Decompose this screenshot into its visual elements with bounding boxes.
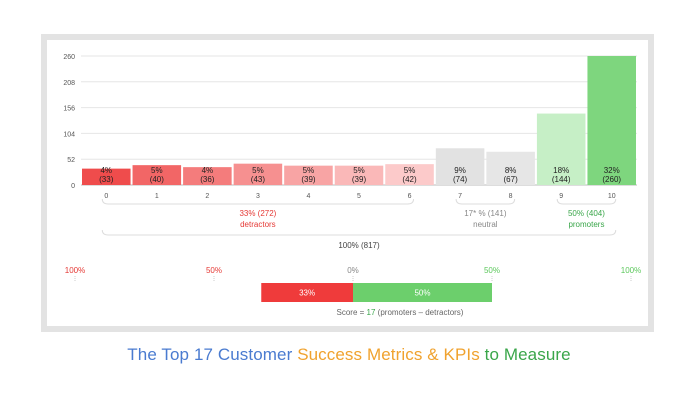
scale-label: 50% xyxy=(484,266,500,275)
bar-count-label: (39) xyxy=(352,175,367,184)
scale-label: 100% xyxy=(65,266,85,275)
bar-count-label: (36) xyxy=(200,175,215,184)
group-annotations: 33% (272) detractors 17* % (141) neutral 50%… xyxy=(101,198,617,250)
title-part-2: Success Metrics & KPIs xyxy=(297,345,480,364)
x-tick-label: 9 xyxy=(559,193,563,200)
score-prefix: Score = xyxy=(337,308,367,317)
bar-count-label: (144) xyxy=(552,175,571,184)
bar-count-label: (42) xyxy=(402,175,417,184)
bar-percent-label: 5% xyxy=(303,166,315,175)
x-tick-label: 0 xyxy=(104,193,108,200)
y-tick-label: 156 xyxy=(63,106,75,113)
bar xyxy=(587,56,636,185)
promoters-bar xyxy=(353,283,492,302)
x-axis: 0 1 2 3 4 5 6 7 8 9 10 xyxy=(104,193,615,200)
nps-scale: 100% 50% 0% 50% 100% xyxy=(65,266,641,281)
bar-count-label: (39) xyxy=(301,175,316,184)
bar-percent-label: 5% xyxy=(353,166,365,175)
group-value-label: 17* % (141) xyxy=(464,209,507,218)
bar-count-label: (74) xyxy=(453,175,468,184)
bar-percent-label: 8% xyxy=(505,166,517,175)
score-label: Score = 17 (promoters – detractors) xyxy=(337,308,464,317)
bar xyxy=(536,113,586,185)
title-part-1: The Top 17 Customer xyxy=(127,345,298,364)
bar xyxy=(233,163,283,185)
bar-percent-label: 5% xyxy=(404,166,416,175)
group-value-label: 33% (272) xyxy=(239,209,276,218)
detractors-bar xyxy=(261,283,353,302)
bar-percent-label: 5% xyxy=(151,166,163,175)
scale-label: 50% xyxy=(206,266,222,275)
x-tick-label: 6 xyxy=(408,193,412,200)
bar-percent-label: 18% xyxy=(553,166,569,175)
y-tick-label: 0 xyxy=(71,183,75,190)
scale-label: 0% xyxy=(347,266,359,275)
page-title: The Top 17 Customer Success Metrics & KP… xyxy=(0,345,698,365)
score-suffix: (promoters – detractors) xyxy=(375,308,463,317)
bar xyxy=(82,168,131,185)
bar-count-label: (33) xyxy=(99,175,114,184)
bar-count-label: (40) xyxy=(150,175,165,184)
y-tick-label: 104 xyxy=(63,131,75,138)
scale-label: 100% xyxy=(621,266,641,275)
y-tick-label: 260 xyxy=(63,54,75,61)
bar-percent-label: 4% xyxy=(202,166,214,175)
group-value-label: 50% (404) xyxy=(568,209,605,218)
group-bracket xyxy=(101,198,415,205)
bar-percent-label: 32% xyxy=(604,166,620,175)
y-tick-label: 208 xyxy=(63,80,75,87)
x-tick-label: 5 xyxy=(357,193,361,200)
promoters-bar-label: 50% xyxy=(414,289,430,298)
bar-count-label: (260) xyxy=(602,175,621,184)
group-name-label: detractors xyxy=(240,220,276,229)
bar xyxy=(183,167,232,185)
y-axis: 0 52 104 156 208 260 xyxy=(63,54,75,190)
group-bracket xyxy=(455,198,516,205)
x-tick-label: 3 xyxy=(256,193,260,200)
bar-percent-label: 5% xyxy=(252,166,264,175)
group-bracket xyxy=(101,229,617,236)
score-value: 17 xyxy=(367,308,376,317)
bar-percent-label: 9% xyxy=(454,166,466,175)
bar xyxy=(385,164,434,185)
bar-count-label: (67) xyxy=(504,175,519,184)
group-bracket xyxy=(556,198,617,205)
bar xyxy=(334,165,384,185)
bar xyxy=(284,165,333,185)
group-name-label: neutral xyxy=(473,220,498,229)
detractors-bar-label: 33% xyxy=(299,289,315,298)
bar-count-label: (43) xyxy=(251,175,266,184)
y-tick-label: 52 xyxy=(67,157,75,164)
bars: 4%(33)5%(40)4%(36)5%(43)5%(39)5%(39)5%(4… xyxy=(82,56,636,185)
x-tick-label: 4 xyxy=(307,193,311,200)
title-part-3: to Measure xyxy=(479,345,571,364)
group-name-label: promoters xyxy=(568,220,604,229)
bar-percent-label: 4% xyxy=(100,166,112,175)
x-tick-label: 10 xyxy=(608,193,616,200)
x-tick-label: 8 xyxy=(509,193,513,200)
bar xyxy=(132,165,182,185)
chart-frame: 0 52 104 156 208 260 4% (33) 5% (40) 4% (36) 5% (43)… xyxy=(41,34,654,332)
bar xyxy=(435,148,485,185)
x-tick-label: 7 xyxy=(458,193,462,200)
x-tick-label: 2 xyxy=(205,193,209,200)
bar xyxy=(486,151,535,185)
total-label: 100% (817) xyxy=(338,241,380,250)
x-tick-label: 1 xyxy=(155,193,159,200)
nps-bar: 33% 50% xyxy=(261,283,492,302)
